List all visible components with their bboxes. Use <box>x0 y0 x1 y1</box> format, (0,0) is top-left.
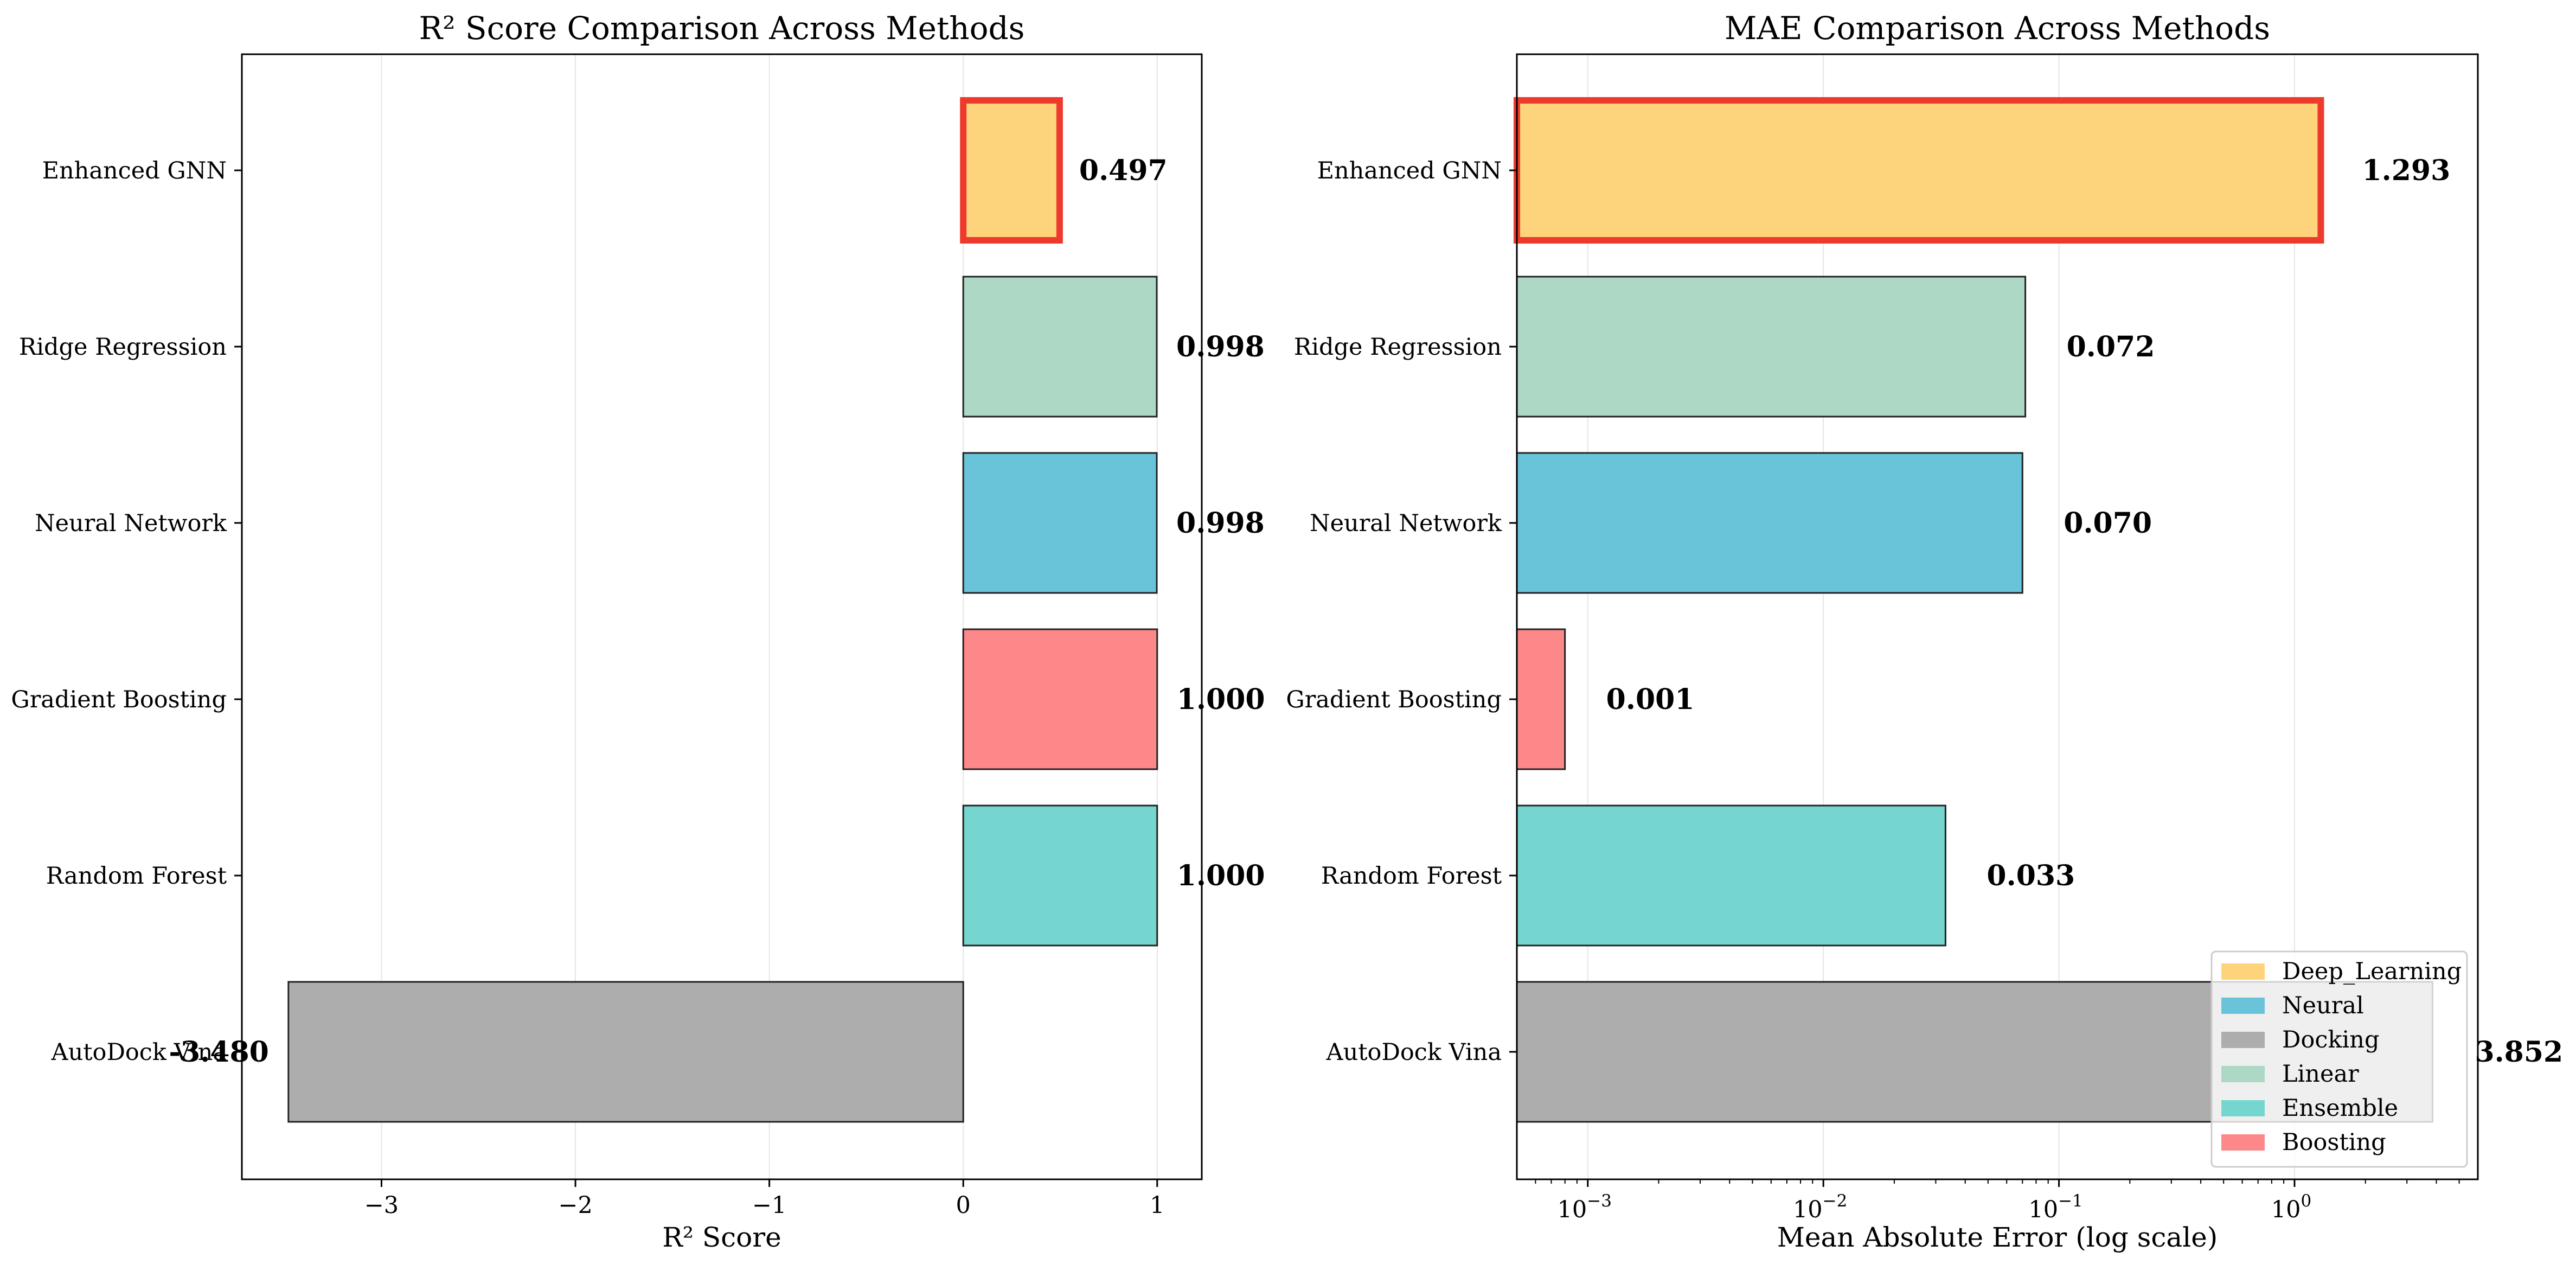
x-tick-exponent: −3 <box>1587 1191 1612 1211</box>
value-label: 0.497 <box>1079 154 1168 187</box>
y-tick-label: Enhanced GNN <box>42 157 227 184</box>
x-axis-label: R² Score <box>662 1222 781 1253</box>
value-label: 0.998 <box>1176 330 1265 363</box>
y-tick-label: Random Forest <box>46 863 227 890</box>
y-tick-label: AutoDock Vina <box>1326 1039 1502 1066</box>
bar-autodock-vina <box>287 981 964 1123</box>
value-label: 0.001 <box>1606 683 1695 716</box>
x-tick-label: 1 <box>1150 1192 1164 1219</box>
r2-chart-panel: 0.497 0.998 0.998 1.000 1.000 -3.480 Enhanced … <box>11 10 1265 1253</box>
chart-title: MAE Comparison Across Methods <box>1725 10 2270 47</box>
bar-gradient-boosting <box>1516 628 1566 770</box>
value-label: 0.070 <box>2064 507 2152 540</box>
y-tick-label: Enhanced GNN <box>1317 157 1502 184</box>
x-tick-label: −3 <box>364 1192 399 1219</box>
legend-label: Ensemble <box>2282 1095 2398 1122</box>
legend-swatch <box>2221 963 2265 980</box>
chart-title: R² Score Comparison Across Methods <box>419 10 1025 47</box>
x-tick-label: 100 <box>2271 1191 2311 1223</box>
value-label: 1.000 <box>1177 683 1265 716</box>
legend-swatch <box>2221 1032 2265 1048</box>
legend-swatch <box>2221 998 2265 1014</box>
x-tick-label: 10−1 <box>2028 1191 2082 1223</box>
bar-neural-network <box>962 452 1158 594</box>
legend-swatch <box>2221 1134 2265 1151</box>
legend-swatch <box>2221 1100 2265 1116</box>
x-tick-label: −1 <box>752 1192 786 1219</box>
y-tick-label: Neural Network <box>35 510 227 537</box>
legend-label: Boosting <box>2282 1129 2386 1156</box>
value-label: 0.072 <box>2067 330 2155 363</box>
legend-frame <box>2210 950 2468 1168</box>
x-tick-exponent: −2 <box>1823 1191 1848 1211</box>
value-label: 1.293 <box>2362 154 2450 187</box>
x-tick-exponent: 0 <box>2301 1191 2311 1211</box>
x-tick-base: 10 <box>2028 1196 2058 1223</box>
bar-random-forest <box>1516 804 1946 947</box>
value-label: 1.000 <box>1177 859 1265 892</box>
axes-frame <box>1516 53 2479 1180</box>
legend-label: Docking <box>2282 1026 2379 1053</box>
y-tick-label: Gradient Boosting <box>1286 686 1502 713</box>
x-tick-label: −2 <box>558 1192 592 1219</box>
y-tick-label: Neural Network <box>1310 510 1502 537</box>
bar-gradient-boosting <box>962 628 1158 770</box>
bar-enhanced-gnn <box>960 97 1063 244</box>
value-label: 0.033 <box>1987 859 2075 892</box>
bar-ridge-regression <box>1516 276 2027 418</box>
value-label: 0.998 <box>1176 507 1265 540</box>
value-label: 3.852 <box>2475 1036 2563 1069</box>
bar-enhanced-gnn <box>1514 97 2324 244</box>
y-tick-label: Gradient Boosting <box>11 686 227 713</box>
y-tick-label: Ridge Regression <box>1294 334 1502 361</box>
x-tick-base: 10 <box>2271 1196 2301 1223</box>
bar-random-forest <box>962 804 1158 947</box>
y-tick-label: AutoDock Vina <box>51 1039 227 1066</box>
x-tick-exponent: −1 <box>2058 1191 2083 1211</box>
y-tick-label: Random Forest <box>1321 863 1502 890</box>
mae-chart-panel: 1.293 0.072 0.070 0.001 0.033 3.852 Enhanced G… <box>1286 10 2563 1253</box>
legend-swatch <box>2221 1066 2265 1082</box>
x-axis-label: Mean Absolute Error (log scale) <box>1777 1222 2218 1253</box>
x-tick-label: 10−3 <box>1558 1191 1612 1223</box>
legend-label: Neural <box>2282 992 2364 1019</box>
x-tick-base: 10 <box>1558 1196 1587 1223</box>
legend-label: Deep_Learning <box>2282 958 2462 985</box>
x-tick-label: 0 <box>956 1192 971 1219</box>
y-tick-label: Ridge Regression <box>19 334 227 361</box>
axes-frame <box>241 53 1203 1180</box>
x-tick-base: 10 <box>1793 1196 1823 1223</box>
legend-label: Linear <box>2282 1061 2359 1088</box>
value-label: -3.480 <box>169 1036 268 1069</box>
x-tick-label: 10−2 <box>1793 1191 1847 1223</box>
bar-ridge-regression <box>962 276 1158 418</box>
bar-neural-network <box>1516 452 2023 594</box>
legend: Deep_Learning Neural Docking Linear Ensemble… <box>2210 950 2468 1168</box>
